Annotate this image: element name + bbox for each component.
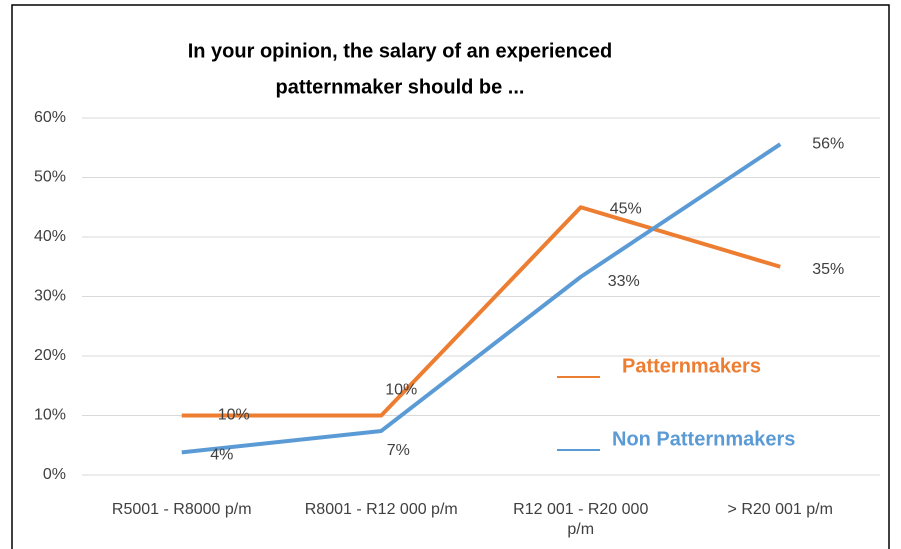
series-line bbox=[181, 205, 781, 418]
chart-border bbox=[11, 4, 890, 549]
data-label: 45% bbox=[610, 200, 642, 217]
x-tick-label: R5001 - R8000 p/m bbox=[111, 501, 252, 518]
y-tick-label: 10% bbox=[34, 407, 66, 424]
y-tick-label: 20% bbox=[34, 347, 66, 364]
data-label: 35% bbox=[812, 261, 844, 278]
legend-label: Non Patternmakers bbox=[612, 428, 795, 450]
y-tick-label: 40% bbox=[34, 228, 66, 245]
chart-title: patternmaker should be ... bbox=[276, 76, 525, 98]
data-label: 56% bbox=[812, 135, 844, 152]
data-label: 7% bbox=[387, 442, 410, 459]
chart-title: In your opinion, the salary of an experi… bbox=[188, 40, 613, 62]
series-line bbox=[181, 142, 782, 455]
x-tick-label: > R20 001 p/m bbox=[727, 501, 833, 518]
legend-label: Patternmakers bbox=[622, 355, 761, 377]
data-label: 4% bbox=[210, 447, 233, 464]
data-label: 33% bbox=[608, 273, 640, 290]
x-tick-label: R12 001 - R20 000 p/m bbox=[513, 501, 649, 538]
y-tick-label: 0% bbox=[43, 466, 66, 483]
y-tick-label: 30% bbox=[34, 288, 66, 305]
y-tick-label: 50% bbox=[34, 169, 66, 186]
x-tick-label: R8001 - R12 000 p/m bbox=[304, 501, 458, 518]
y-tick-label: 60% bbox=[34, 109, 66, 126]
data-label: 10% bbox=[385, 382, 417, 399]
data-label: 10% bbox=[218, 407, 250, 424]
